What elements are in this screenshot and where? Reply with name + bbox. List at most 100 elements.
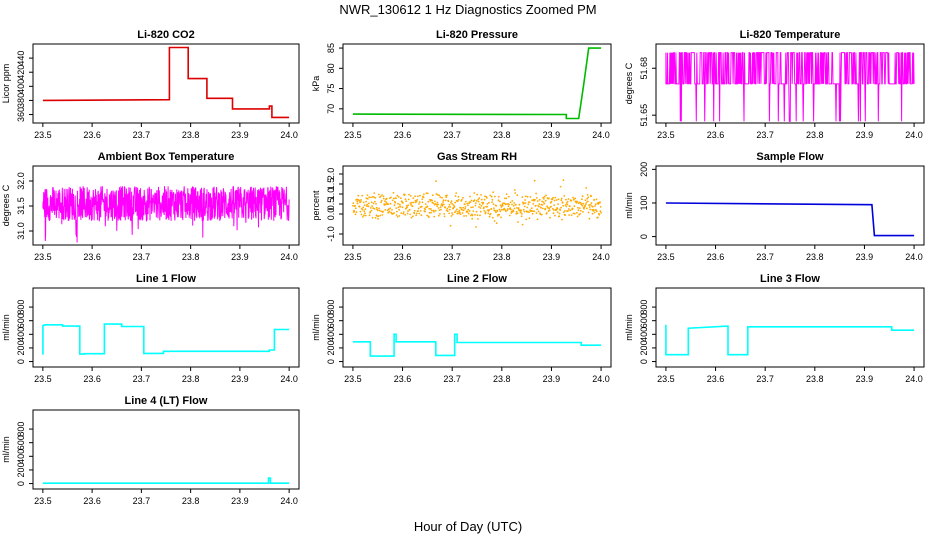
data-point: [423, 193, 425, 196]
data-point: [566, 203, 569, 206]
data-point: [543, 195, 546, 198]
data-point: [553, 209, 555, 211]
data-point: [475, 226, 477, 228]
panel-ylabel: ml/min: [311, 314, 321, 341]
data-point: [411, 205, 414, 208]
data-point: [430, 209, 433, 212]
x-tick-label: 23.5: [657, 252, 675, 262]
data-point: [450, 215, 453, 217]
data-point: [563, 195, 566, 197]
data-point: [462, 209, 465, 212]
plot-frame: [655, 287, 925, 368]
data-point: [391, 209, 393, 211]
data-point: [523, 205, 526, 208]
data-point: [396, 194, 399, 197]
data-point: [366, 194, 369, 197]
data-point: [416, 199, 419, 201]
data-point: [523, 202, 525, 205]
data-point: [408, 193, 410, 196]
data-point: [415, 212, 418, 215]
y-tick-label: 420: [16, 65, 26, 80]
x-tick-label: 23.7: [756, 130, 774, 140]
data-point: [516, 212, 519, 215]
plot-frame: [342, 287, 612, 368]
data-point: [428, 207, 431, 210]
data-point: [553, 199, 556, 202]
data-point: [435, 180, 437, 183]
x-tick-label: 23.7: [133, 252, 151, 262]
data-point: [484, 195, 486, 198]
x-tick-label: 23.9: [543, 374, 561, 384]
data-point: [388, 210, 391, 213]
data-point: [491, 198, 494, 201]
data-point: [507, 205, 510, 208]
panel-ylabel: ml/min: [1, 314, 11, 341]
data-point: [536, 218, 539, 221]
x-tick-label: 23.8: [493, 252, 511, 262]
panel-8: Line 2 Flow ml/min 23.5 23.6 23.7 23.8 23.9 24.…: [311, 273, 612, 384]
data-point: [421, 198, 424, 201]
data-point: [488, 215, 491, 218]
data-point: [567, 208, 570, 210]
data-point: [551, 207, 554, 210]
data-point: [445, 196, 448, 199]
data-point: [368, 214, 371, 217]
data-point: [594, 205, 596, 207]
data-point: [598, 213, 601, 216]
data-point: [446, 194, 448, 197]
x-tick-label: 23.6: [707, 130, 725, 140]
y-tick-label: 200: [16, 462, 26, 477]
y-tick-label: 800: [639, 300, 649, 315]
data-point: [588, 217, 591, 220]
data-point: [531, 212, 534, 215]
panel-3: Li-820 Temperature degrees C 23.5 23.6 23.7 2…: [624, 29, 925, 140]
data-point: [499, 200, 501, 203]
data-point: [464, 206, 467, 208]
data-point: [438, 209, 441, 212]
data-point: [364, 214, 367, 217]
data-point: [406, 212, 409, 215]
data-point: [500, 216, 502, 219]
data-point: [533, 210, 536, 213]
data-point: [579, 201, 582, 204]
data-point: [591, 208, 594, 211]
series-line: [665, 52, 915, 122]
y-tick-label: 800: [16, 300, 26, 315]
data-point: [548, 209, 551, 212]
data-point: [470, 199, 473, 202]
data-point: [387, 211, 389, 214]
data-point: [509, 201, 512, 204]
panel-ylabel: kPa: [311, 76, 321, 92]
series-line: [665, 202, 915, 237]
data-point: [513, 202, 515, 204]
data-point: [451, 203, 454, 205]
data-point: [477, 200, 480, 203]
data-point: [511, 203, 513, 206]
data-point: [431, 194, 434, 197]
data-point: [559, 185, 562, 188]
data-point: [422, 196, 425, 199]
data-point: [447, 206, 450, 208]
data-point: [587, 196, 590, 199]
data-point: [557, 203, 559, 206]
y-tick-label: 400: [16, 327, 26, 342]
x-tick-label: 23.9: [231, 252, 249, 262]
data-point: [487, 212, 490, 215]
data-point: [442, 203, 445, 206]
data-point: [443, 215, 446, 218]
data-point: [356, 200, 359, 203]
data-point: [510, 208, 512, 211]
data-point: [490, 195, 493, 198]
data-point: [449, 224, 452, 227]
data-point: [392, 197, 395, 200]
x-tick-label: 23.9: [856, 130, 874, 140]
data-point: [505, 210, 507, 213]
data-point: [457, 195, 460, 198]
data-point: [363, 210, 366, 213]
data-point: [448, 212, 450, 215]
data-point: [581, 198, 583, 201]
data-point: [485, 197, 488, 199]
data-point: [579, 209, 582, 212]
data-point: [562, 179, 565, 182]
